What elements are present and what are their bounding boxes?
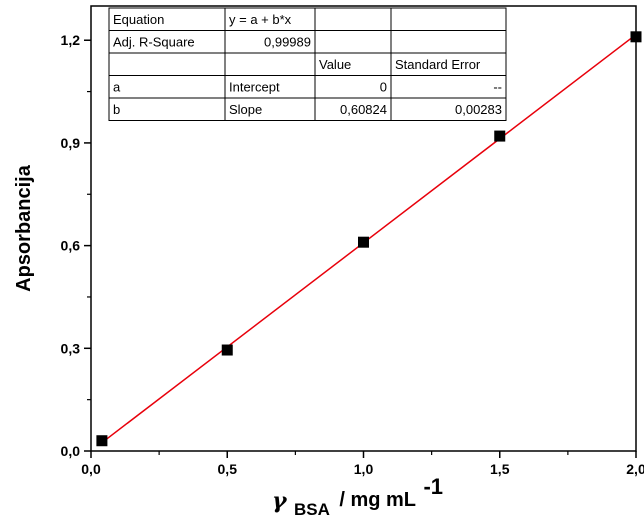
fit-table-cell: 0,99989 — [264, 35, 311, 50]
fit-table-cell: Standard Error — [395, 57, 481, 72]
fit-table-cell: y = a + b*x — [229, 12, 292, 27]
y-tick-label: 0,6 — [61, 238, 81, 254]
data-point — [96, 435, 108, 447]
tick-labels: 0,0 0,5 1,0 1,5 2,0 0,0 0,3 0,6 0,9 1,2 — [61, 32, 644, 477]
x-axis-unit: / mg mL — [339, 489, 416, 511]
y-tick-label: 0,9 — [61, 135, 81, 151]
x-axis-symbol: γ — [272, 488, 288, 514]
fit-table-cell: Equation — [113, 12, 164, 27]
x-tick-label: 0,0 — [81, 461, 101, 477]
x-tick-label: 1,5 — [490, 461, 510, 477]
x-axis-subscript: BSA — [294, 500, 330, 519]
data-points — [96, 31, 642, 447]
fit-table-cell: Value — [319, 57, 351, 72]
fit-table-cell: 0,60824 — [340, 102, 387, 117]
x-tick-label: 2,0 — [626, 461, 644, 477]
fit-table: Equation y = a + b*x Adj. R-Square 0,99989 V… — [108, 7, 507, 121]
fit-table-frame — [108, 7, 507, 121]
data-point — [221, 344, 233, 356]
fit-table-cell: b — [113, 102, 120, 117]
fit-table-cell: Slope — [229, 102, 262, 117]
x-tick-label: 0,5 — [218, 461, 238, 477]
y-tick-label: 0,3 — [61, 340, 81, 356]
fit-table-cell: Adj. R-Square — [113, 35, 195, 50]
y-axis-title: Apsorbancija — [13, 164, 35, 292]
x-tick-label: 1,0 — [354, 461, 374, 477]
fit-table-cell: 0,00283 — [455, 102, 502, 117]
x-axis-superscript: -1 — [423, 474, 443, 499]
fit-table-cell: 0 — [380, 80, 387, 95]
data-point — [358, 236, 369, 248]
fit-table-cell: a — [113, 80, 121, 95]
fit-table-cell: -- — [493, 80, 502, 95]
axes-layer — [84, 5, 637, 458]
data-point — [494, 130, 506, 142]
x-axis-title: γ BSA / mg mL -1 — [272, 474, 443, 519]
y-tick-label: 1,2 — [61, 32, 81, 48]
data-point — [630, 31, 642, 43]
fit-table-cell: Intercept — [229, 80, 280, 95]
y-tick-label: 0,0 — [61, 443, 81, 459]
